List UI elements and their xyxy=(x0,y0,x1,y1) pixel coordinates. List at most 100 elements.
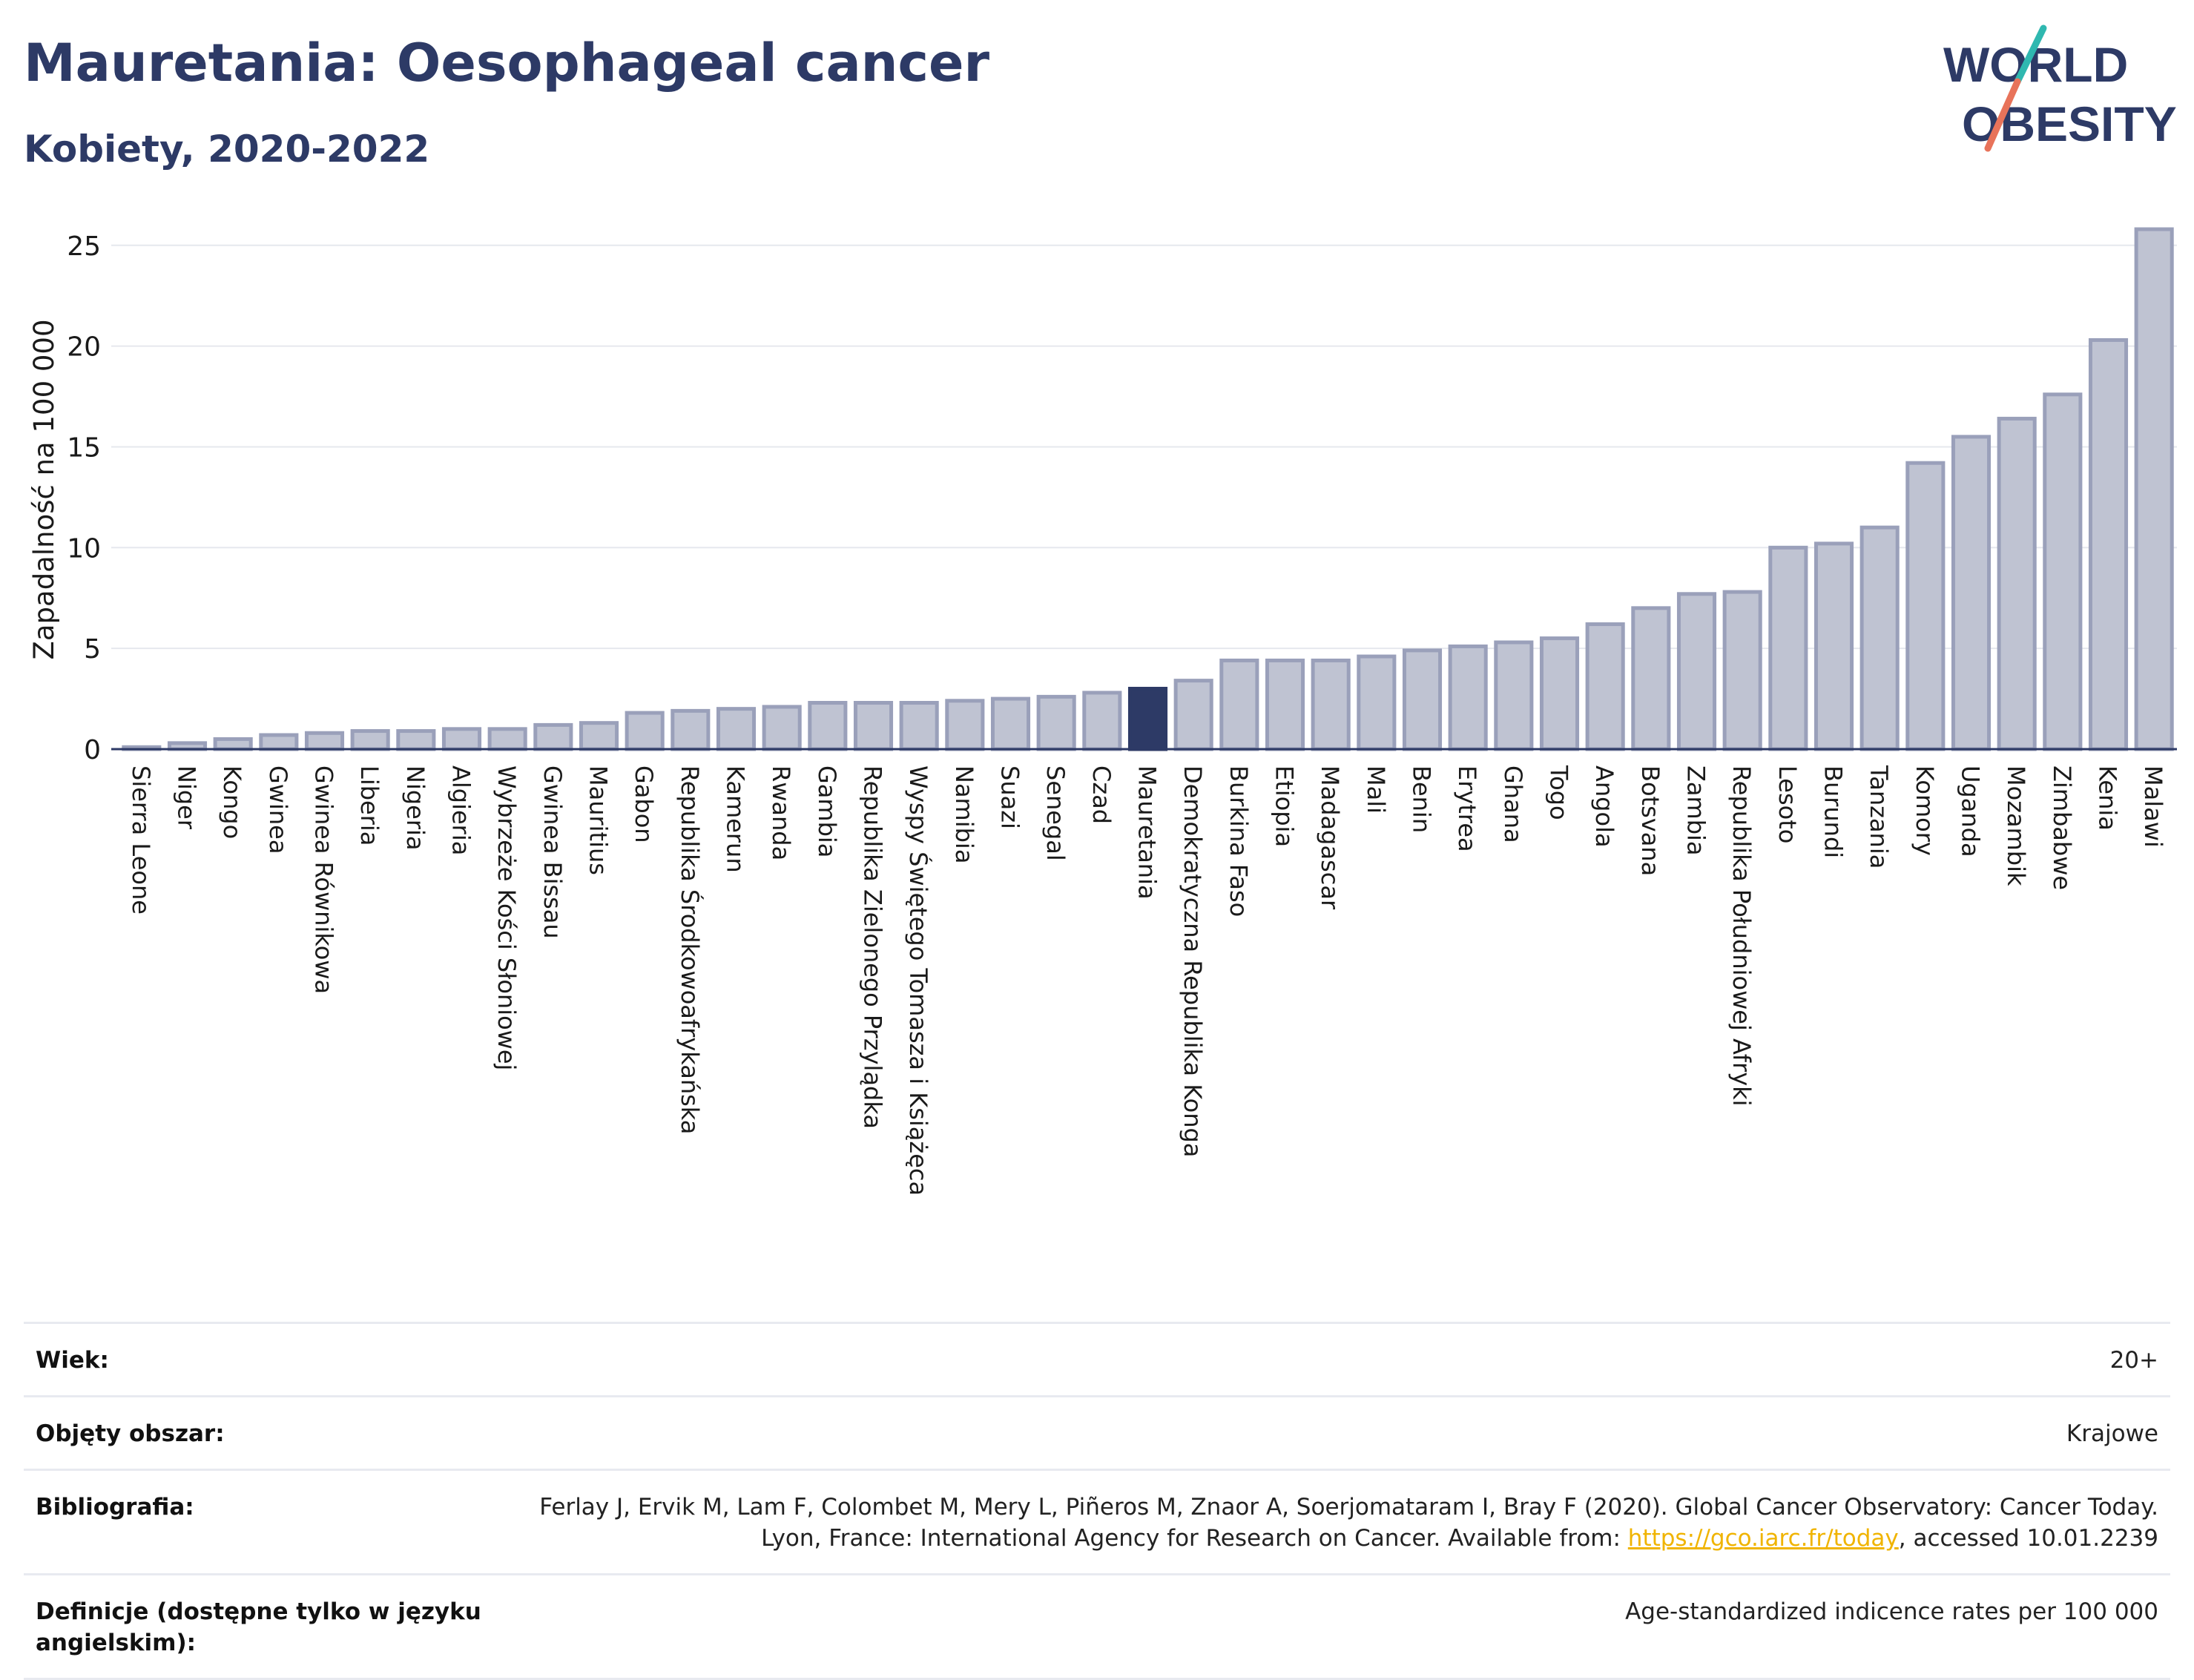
x-tick-label: Namibia xyxy=(950,765,978,863)
x-tick-label: Republika Środkowoafrykańska xyxy=(676,765,705,1134)
x-tick-labels: Sierra Leone Niger Kongo Gwinea Gwinea Równi… xyxy=(127,765,2167,1196)
x-tick-label: Ghana xyxy=(1499,765,1527,843)
x-tick-label: Burkina Faso xyxy=(1225,765,1253,917)
x-tick-label: Republika Zielonego Przylądka xyxy=(859,765,887,1129)
x-tick-label: Gabon xyxy=(630,765,658,843)
bar[interactable] xyxy=(1219,658,1259,751)
bar[interactable] xyxy=(671,708,711,751)
metadata-table: Wiek: 20+ Objęty obszar: Krajowe Bibliog… xyxy=(24,1322,2170,1680)
meta-label: Objęty obszar: xyxy=(36,1420,225,1447)
meta-value: Age-standardized indicence rates per 100… xyxy=(1625,1598,2158,1625)
x-tick-label: Suazi xyxy=(996,765,1024,829)
bar[interactable] xyxy=(1768,545,1808,751)
x-tick-label: Mauretania xyxy=(1133,765,1162,900)
x-tick-label: Botsvana xyxy=(1636,765,1664,876)
bar[interactable] xyxy=(1402,648,1443,751)
bar[interactable] xyxy=(1722,590,1762,751)
bar[interactable] xyxy=(350,729,390,751)
x-tick-label: Zimbabwe xyxy=(2048,765,2076,890)
bar[interactable] xyxy=(259,733,299,751)
bar[interactable] xyxy=(990,696,1031,751)
meta-label: Definicje (dostępne tylko w języku angie… xyxy=(36,1598,481,1656)
bar[interactable] xyxy=(1585,622,1625,751)
x-tick-label: Tanzania xyxy=(1865,765,1893,869)
x-tick-label: Mali xyxy=(1362,765,1390,814)
x-tick-label: Komory xyxy=(1911,765,1939,856)
x-tick-label: Zambia xyxy=(1682,765,1710,856)
page-subtitle: Kobiety, 2020-2022 xyxy=(24,128,430,171)
x-tick-label: Demokratyczna Republika Konga xyxy=(1179,765,1207,1157)
meta-row-bibliography: Bibliografia: Ferlay J, Ervik M, Lam F, … xyxy=(24,1469,2170,1573)
bar[interactable] xyxy=(1997,416,2037,751)
bar[interactable] xyxy=(441,727,482,751)
x-tick-label: Lesoto xyxy=(1773,765,1802,843)
bar[interactable] xyxy=(396,729,436,751)
x-tick-label: Niger xyxy=(173,765,201,830)
bar[interactable] xyxy=(2088,337,2129,751)
x-tick-label: Angola xyxy=(1590,765,1618,848)
bar[interactable] xyxy=(945,699,985,751)
bar[interactable] xyxy=(2043,392,2083,751)
bar[interactable] xyxy=(716,707,757,751)
bar[interactable] xyxy=(853,701,894,751)
x-tick-label: Czad xyxy=(1087,765,1116,824)
bar[interactable] xyxy=(1951,435,1992,751)
bar[interactable] xyxy=(1631,606,1671,751)
bar[interactable] xyxy=(2134,227,2174,751)
bar[interactable] xyxy=(487,727,527,751)
x-tick-label: Rwanda xyxy=(767,765,795,860)
bar[interactable] xyxy=(899,701,939,751)
bar[interactable] xyxy=(1905,461,1946,751)
x-tick-label: Republika Południowej Afryki xyxy=(1727,765,1756,1107)
x-tick-label: Liberia xyxy=(355,765,383,846)
bar[interactable] xyxy=(1173,679,1213,751)
x-tick-label: Erytrea xyxy=(1453,765,1481,852)
bar[interactable] xyxy=(304,731,345,751)
bars xyxy=(122,227,2174,751)
x-tick-label: Kongo xyxy=(218,765,246,839)
x-tick-label: Nigeria xyxy=(401,765,429,850)
meta-row-coverage: Objęty obszar: Krajowe xyxy=(24,1395,2170,1469)
bar[interactable] xyxy=(1265,658,1305,751)
meta-label: Bibliografia: xyxy=(36,1494,194,1521)
x-tick-label: Gwinea xyxy=(264,765,292,854)
meta-label: Wiek: xyxy=(36,1347,109,1374)
x-tick-label: Wyspy Świętego Tomasza i Książęca xyxy=(904,765,933,1196)
meta-row-age: Wiek: 20+ xyxy=(24,1322,2170,1395)
x-tick-label: Benin xyxy=(1408,765,1436,833)
bar[interactable] xyxy=(808,701,848,751)
bar[interactable] xyxy=(1036,694,1076,751)
meta-value: Ferlay J, Ervik M, Lam F, Colombet M, Me… xyxy=(527,1492,2158,1554)
bar-highlight[interactable] xyxy=(1127,686,1168,751)
x-tick-label: Malawi xyxy=(2139,765,2167,848)
bar[interactable] xyxy=(1676,592,1717,751)
logo-slash-top xyxy=(2014,24,2047,85)
y-tick-label: 0 xyxy=(84,735,101,765)
bibliography-accessed: , accessed 10.01.2239 xyxy=(1898,1525,2158,1552)
x-tick-label: Kenia xyxy=(2094,765,2122,831)
bar[interactable] xyxy=(1539,636,1580,751)
bar[interactable] xyxy=(1311,658,1351,751)
y-axis-label: Zapadalność na 100 000 xyxy=(28,320,60,660)
meta-row-definitions: Definicje (dostępne tylko w języku angie… xyxy=(24,1573,2170,1680)
source-link[interactable]: https://gco.iarc.fr/today xyxy=(1627,1525,1899,1552)
x-tick-label: Wybrzeże Kości Słoniowej xyxy=(493,765,521,1070)
bar[interactable] xyxy=(1448,644,1488,751)
x-tick-label: Gwinea Bissau xyxy=(538,765,567,939)
bar-chart: 0 5 10 15 20 25 Sierra Leone Niger Kongo Gwinea G… xyxy=(28,227,2177,1196)
bar[interactable] xyxy=(1357,654,1397,751)
bar[interactable] xyxy=(1813,541,1854,751)
bar[interactable] xyxy=(762,705,802,751)
bar[interactable] xyxy=(1494,640,1534,751)
bar[interactable] xyxy=(1859,525,1900,751)
bar[interactable] xyxy=(533,722,573,751)
y-tick-label: 10 xyxy=(67,533,101,564)
bar[interactable] xyxy=(579,721,619,751)
bar[interactable] xyxy=(1082,691,1122,751)
y-tick-labels: 0 5 10 15 20 25 xyxy=(67,231,101,765)
bar[interactable] xyxy=(625,711,665,751)
bar[interactable] xyxy=(213,737,253,751)
x-tick-label: Kamerun xyxy=(722,765,750,873)
world-obesity-logo: WORLD OBESITY xyxy=(1943,24,2177,152)
x-tick-label: Sierra Leone xyxy=(127,765,155,915)
